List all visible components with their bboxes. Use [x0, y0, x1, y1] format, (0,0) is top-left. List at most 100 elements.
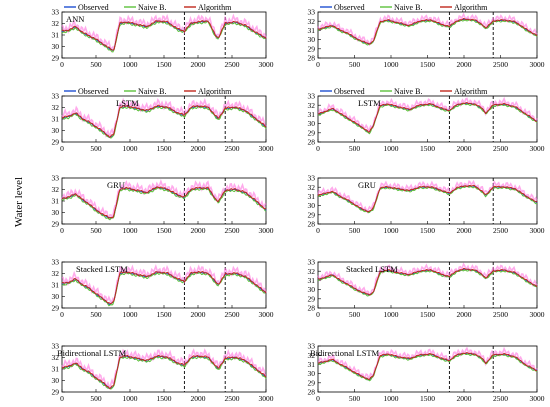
series-algorithm-line: [317, 101, 537, 133]
y-tick-label: 29: [308, 378, 316, 387]
x-tick-label: 3000: [259, 226, 274, 235]
y-tick-label: 30: [308, 35, 316, 44]
y-tick-label: 30: [308, 201, 316, 210]
x-tick-label: 2500: [225, 310, 240, 319]
x-tick-label: 0: [60, 394, 64, 403]
chart-panel: 29 30 31 32 33 0 500 1000 1500 2000 2500 3000 GRU: [52, 174, 274, 235]
y-tick-label: 32: [308, 101, 316, 110]
y-tick-label: 30: [52, 292, 60, 301]
x-tick-label: 2000: [457, 310, 472, 319]
y-tick-label: 30: [52, 42, 60, 51]
y-tick-label: 29: [52, 304, 60, 313]
x-tick-label: 2500: [225, 226, 240, 235]
y-tick-label: 32: [308, 183, 316, 192]
x-tick-label: 3000: [259, 394, 274, 403]
x-tick-label: 1000: [384, 60, 399, 69]
x-tick-label: 0: [316, 394, 320, 403]
x-tick-label: 1000: [123, 60, 138, 69]
x-tick-label: 500: [90, 394, 102, 403]
y-tick-label: 33: [52, 174, 60, 183]
chart-panel: 29 30 31 32 33 0 500 1000 1500 2000 2500 3000 ANN Obs…: [52, 3, 274, 69]
y-tick-label: 33: [52, 258, 60, 267]
y-tick-label: 32: [308, 17, 316, 26]
series-algorithm-line: [317, 352, 537, 380]
legend-label: Observed: [334, 3, 365, 12]
series-naive-line: [317, 185, 538, 214]
legend-label: Algorithm: [454, 87, 488, 96]
x-tick-label: 1500: [420, 144, 435, 153]
panel-title: GRU: [358, 180, 376, 190]
x-tick-label: 3000: [259, 144, 274, 153]
y-tick-label: 29: [52, 138, 60, 147]
y-tick-label: 29: [52, 388, 60, 397]
x-tick-label: 1500: [420, 226, 435, 235]
series-algorithm-line: [61, 186, 267, 219]
y-tick-label: 29: [308, 128, 316, 137]
y-tick-label: 29: [308, 44, 316, 53]
x-tick-label: 1500: [157, 310, 172, 319]
y-tick-label: 32: [52, 19, 60, 28]
panel-title: LSTM: [116, 98, 139, 108]
noise-band-series: [61, 179, 267, 220]
noise-band-series: [61, 97, 267, 138]
x-tick-label: 2500: [225, 144, 240, 153]
y-tick-label: 30: [308, 119, 316, 128]
chart-panel: 29 30 31 32 33 0 500 1000 1500 2000 2500 3000 Bidire…: [52, 342, 274, 403]
y-tick-label: 30: [52, 376, 60, 385]
x-tick-label: 0: [60, 144, 64, 153]
y-tick-label: 32: [308, 351, 316, 360]
y-tick-label: 28: [308, 54, 316, 63]
legend-label: Algorithm: [454, 3, 488, 12]
series-algorithm-line: [317, 17, 538, 45]
chart-panel: 29 30 31 32 33 0 500 1000 1500 2000 2500 3000 Stacke…: [52, 258, 274, 319]
x-tick-label: 1000: [384, 144, 399, 153]
y-tick-label: 32: [52, 103, 60, 112]
x-tick-label: 1000: [123, 394, 138, 403]
noise-band-series: [61, 13, 267, 52]
x-tick-label: 2500: [493, 144, 508, 153]
x-tick-label: 0: [316, 60, 320, 69]
x-tick-label: 0: [60, 226, 64, 235]
x-tick-label: 2000: [191, 394, 206, 403]
x-tick-label: 2000: [457, 394, 472, 403]
series-naive-line: [61, 20, 267, 53]
noise-band-series: [317, 262, 538, 297]
x-tick-label: 0: [60, 310, 64, 319]
y-tick-label: 31: [308, 26, 316, 35]
legend-label: Observed: [78, 87, 109, 96]
noise-band-series: [317, 12, 538, 47]
y-tick-label: 31: [52, 197, 60, 206]
y-tick-label: 32: [52, 353, 60, 362]
x-tick-label: 500: [349, 310, 361, 319]
x-tick-label: 2500: [225, 394, 240, 403]
x-tick-label: 3000: [530, 144, 545, 153]
x-tick-label: 500: [349, 60, 361, 69]
x-tick-label: 2000: [191, 226, 206, 235]
x-tick-label: 2000: [457, 226, 472, 235]
x-tick-label: 3000: [530, 226, 545, 235]
x-tick-label: 500: [90, 60, 102, 69]
x-tick-label: 2500: [225, 60, 240, 69]
series-algorithm-line: [61, 20, 267, 51]
x-tick-label: 0: [316, 144, 320, 153]
series-naive-line: [317, 19, 538, 46]
x-tick-label: 1000: [123, 226, 138, 235]
panel-title: ANN: [66, 14, 84, 24]
x-tick-label: 0: [60, 60, 64, 69]
y-tick-label: 30: [308, 369, 316, 378]
x-tick-label: 2000: [457, 144, 472, 153]
panel-title: Bidirectional LSTM: [57, 348, 127, 358]
x-tick-label: 500: [90, 144, 102, 153]
x-tick-label: 3000: [259, 60, 274, 69]
x-tick-label: 500: [90, 226, 102, 235]
y-tick-label: 31: [52, 31, 60, 40]
y-tick-label: 32: [52, 185, 60, 194]
y-tick-label: 33: [52, 342, 60, 351]
y-tick-label: 28: [308, 220, 316, 229]
x-tick-label: 2000: [457, 60, 472, 69]
legend-label: Naive B.: [394, 3, 422, 12]
